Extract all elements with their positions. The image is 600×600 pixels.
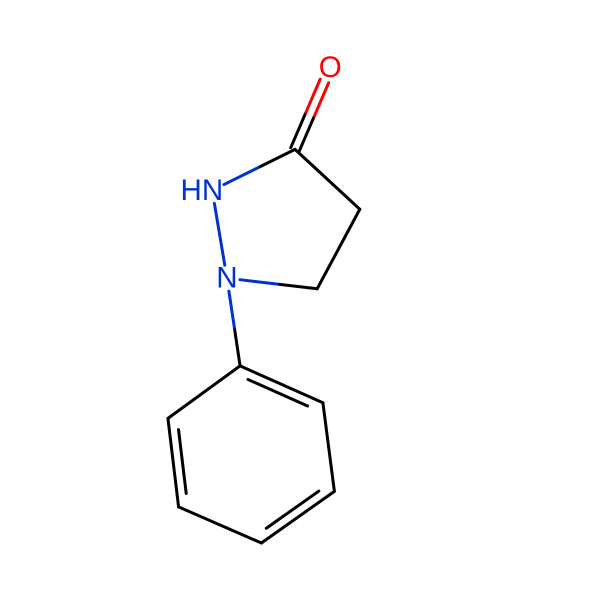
molecule-canvas: O N HN bbox=[0, 0, 600, 600]
atom-n: N bbox=[216, 262, 237, 295]
atom-n: HN bbox=[181, 174, 224, 207]
atom-o: O bbox=[319, 51, 342, 84]
